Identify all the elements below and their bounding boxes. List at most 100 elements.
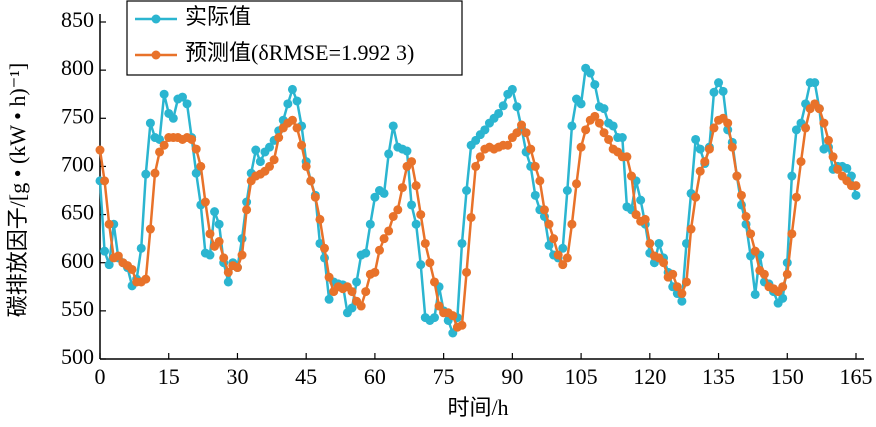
point: [512, 102, 522, 112]
point: [402, 146, 412, 156]
x-tick-label: 30: [226, 364, 248, 389]
point: [145, 118, 155, 128]
point: [746, 229, 756, 239]
point: [736, 190, 746, 200]
point: [352, 277, 362, 287]
point: [237, 250, 247, 260]
point: [429, 313, 439, 323]
point: [411, 181, 421, 191]
point: [567, 121, 577, 131]
point: [732, 171, 742, 181]
point: [645, 238, 655, 248]
point: [512, 128, 522, 138]
point: [750, 246, 760, 256]
point: [828, 152, 838, 162]
x-tick-label: 75: [433, 364, 455, 389]
point: [324, 294, 334, 304]
point: [590, 111, 600, 121]
point: [544, 240, 554, 250]
point: [594, 118, 604, 128]
point: [741, 211, 751, 221]
legend-box: [126, 0, 463, 76]
y-tick-label: 800: [61, 55, 94, 80]
point: [182, 99, 192, 109]
point: [251, 145, 261, 155]
point: [95, 145, 105, 155]
point: [379, 188, 389, 198]
point: [136, 243, 146, 253]
y-tick-label: 600: [61, 248, 94, 273]
point: [626, 171, 636, 181]
point: [457, 238, 467, 248]
point: [558, 260, 568, 270]
point: [530, 161, 540, 171]
point: [631, 210, 641, 220]
point: [177, 92, 187, 102]
x-tick-label: 45: [295, 364, 317, 389]
point: [810, 78, 820, 88]
point: [155, 147, 165, 157]
point: [759, 269, 769, 279]
point: [691, 134, 701, 144]
legend-marker: [151, 14, 161, 24]
point: [425, 258, 435, 268]
series-line: [98, 102, 856, 329]
point: [544, 219, 554, 229]
point: [407, 200, 417, 210]
point: [168, 113, 178, 123]
point: [562, 186, 572, 195]
x-tick-label: 135: [702, 364, 735, 389]
point: [457, 320, 467, 330]
point: [562, 253, 572, 263]
point: [159, 140, 169, 150]
x-tick-label: 90: [501, 364, 523, 389]
point: [100, 246, 110, 256]
point: [187, 134, 197, 144]
point: [429, 277, 439, 287]
point: [498, 101, 508, 111]
point: [315, 214, 325, 224]
point: [420, 238, 430, 248]
point: [567, 219, 577, 229]
point: [572, 179, 582, 189]
point: [269, 155, 279, 165]
point: [283, 99, 293, 109]
point: [145, 224, 155, 234]
point: [700, 157, 710, 167]
point: [365, 219, 375, 229]
point: [379, 234, 389, 244]
point: [287, 115, 297, 125]
point: [654, 238, 664, 248]
point: [791, 192, 801, 202]
legend-label: 预测值(δRMSE=1.992 3): [185, 40, 414, 65]
point: [558, 243, 568, 253]
point: [242, 205, 252, 215]
point: [191, 144, 201, 154]
point: [608, 121, 618, 131]
y-tick-label: 650: [61, 200, 94, 225]
point: [462, 267, 472, 277]
point: [434, 301, 444, 311]
point: [677, 289, 687, 299]
point: [397, 183, 407, 193]
point: [581, 125, 591, 135]
point: [462, 186, 472, 195]
point: [709, 123, 719, 133]
point: [549, 234, 559, 244]
point: [265, 161, 275, 171]
point: [599, 104, 609, 114]
point: [723, 118, 733, 128]
point: [691, 192, 701, 202]
point: [361, 248, 371, 258]
point: [347, 303, 357, 313]
point: [585, 68, 595, 78]
point: [411, 219, 421, 229]
y-tick-label: 500: [61, 344, 94, 369]
x-tick-label: 150: [771, 364, 804, 389]
point: [219, 253, 229, 263]
point: [640, 214, 650, 224]
point: [796, 157, 806, 167]
point: [388, 121, 398, 131]
y-tick-label: 850: [61, 7, 94, 32]
point: [590, 80, 600, 90]
